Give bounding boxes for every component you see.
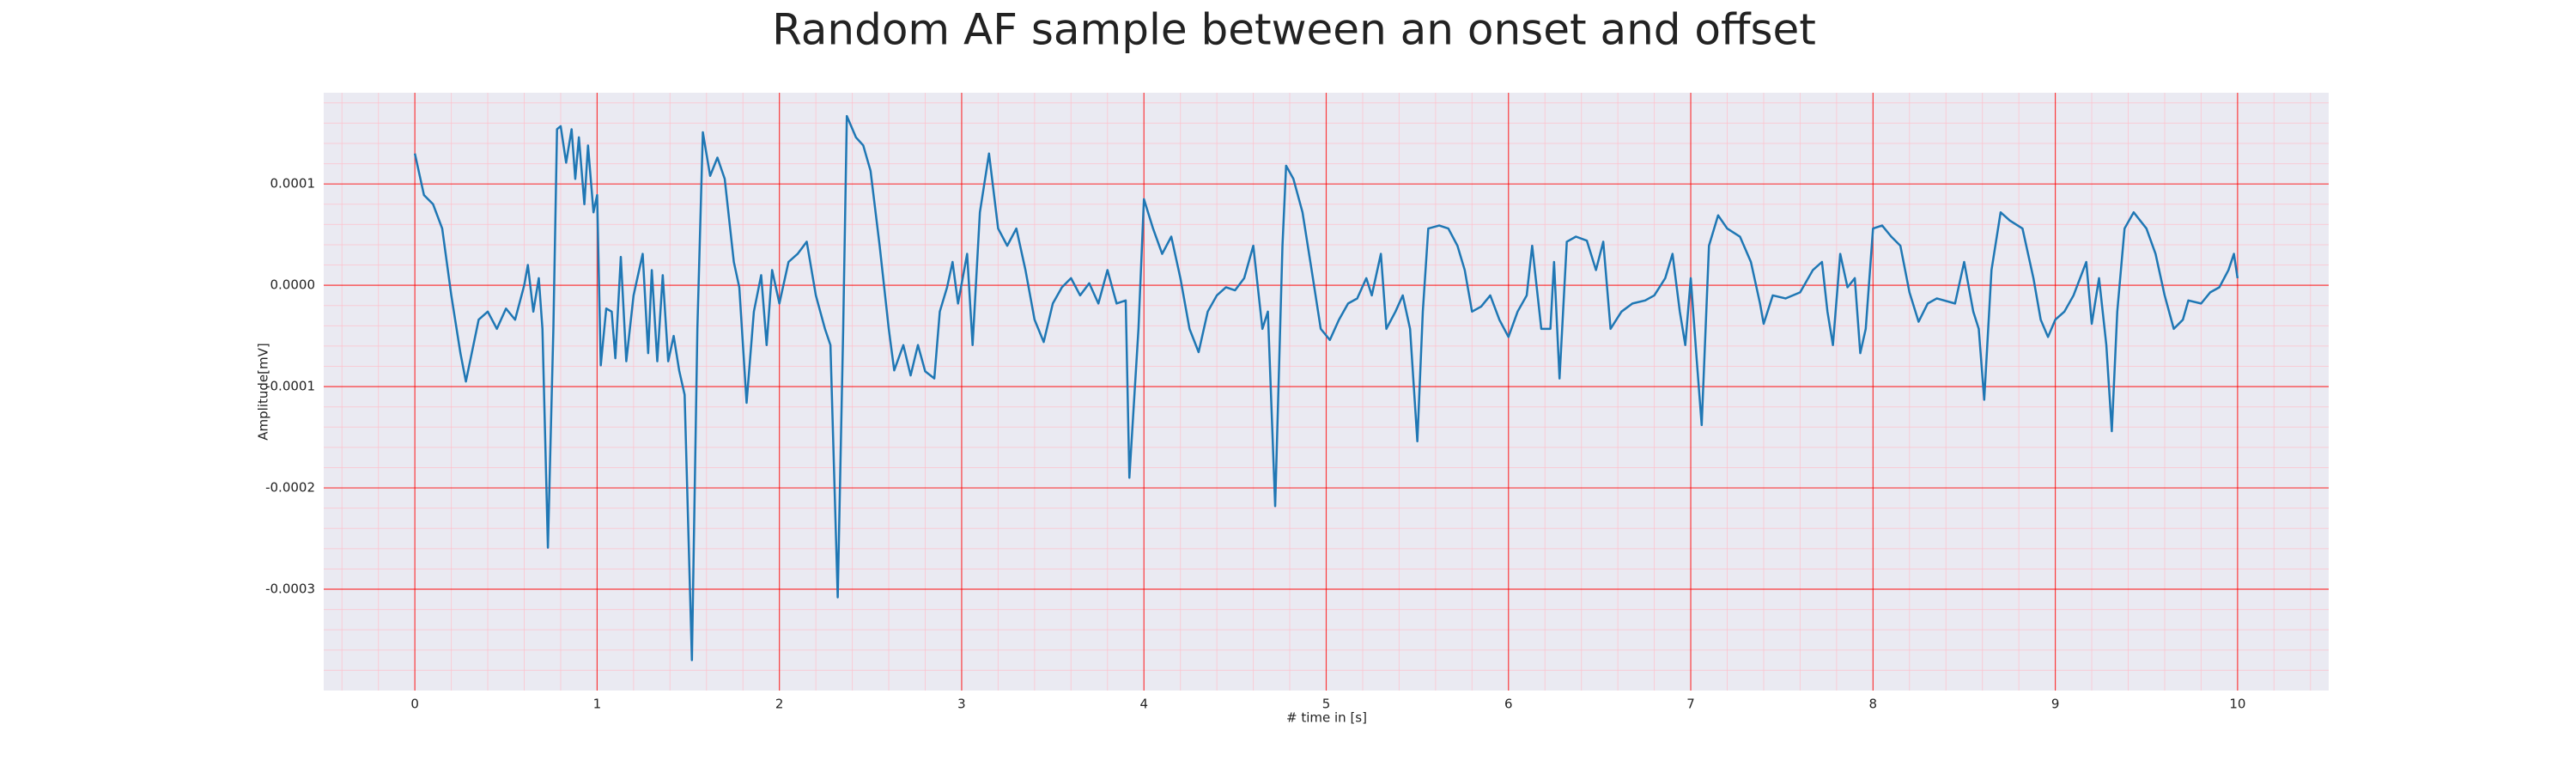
- x-tick-label: 8: [1869, 697, 1878, 712]
- x-tick-label: 4: [1139, 697, 1148, 712]
- y-tick-label: -0.0002: [265, 480, 315, 496]
- x-axis-label: # time in [s]: [1286, 710, 1367, 726]
- x-tick-label: 5: [1322, 697, 1331, 712]
- x-tick-label: 7: [1686, 697, 1695, 712]
- x-tick-label: 0: [410, 697, 419, 712]
- signal-line: [413, 114, 2239, 661]
- x-tick-label: 10: [2229, 697, 2245, 712]
- y-tick-label: -0.0001: [265, 379, 315, 394]
- x-tick-label: 2: [775, 697, 784, 712]
- x-tick-label: 6: [1504, 697, 1513, 712]
- y-tick-label: -0.0003: [265, 581, 315, 597]
- x-tick-label: 9: [2051, 697, 2060, 712]
- y-tick-label: 0.0001: [270, 176, 316, 192]
- y-tick-label: 0.0000: [270, 277, 316, 293]
- x-tick-label: 3: [957, 697, 966, 712]
- chart-title: Random AF sample between an onset and of…: [772, 5, 1816, 55]
- y-axis-label: Amplitude[mV]: [256, 343, 271, 440]
- x-tick-label: 1: [593, 697, 602, 712]
